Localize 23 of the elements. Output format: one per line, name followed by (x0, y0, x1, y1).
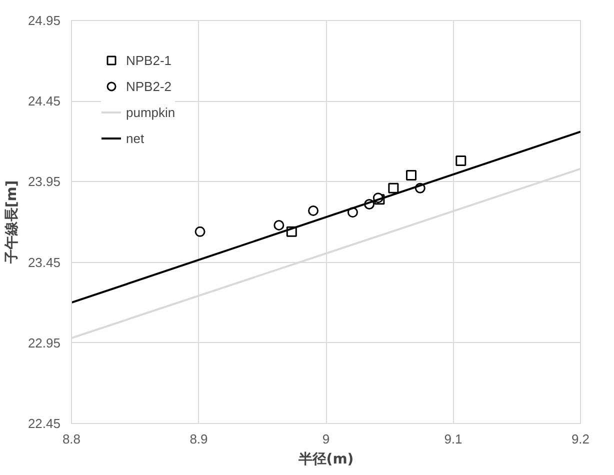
x-axis-title: 半径(m) (297, 452, 354, 468)
legend-label: pumpkin (126, 104, 176, 120)
legend-label: NPB2-1 (126, 52, 172, 68)
y-tick-label: 22.95 (28, 335, 61, 350)
x-tick-label: 9.1 (444, 432, 462, 446)
y-tick-label: 23.45 (28, 254, 61, 270)
y-tick-label: 22.45 (28, 416, 61, 431)
x-tick-label: 8.9 (190, 432, 208, 446)
x-tick-label: 9 (322, 432, 330, 446)
y-tick-label: 23.95 (28, 174, 61, 190)
point (456, 155, 466, 166)
legend-label: NPB2-2 (126, 78, 172, 94)
y-tick-label: 24.45 (28, 94, 61, 109)
point (388, 182, 399, 194)
point (194, 226, 206, 237)
point (274, 220, 284, 230)
x-tick-label: 8.8 (62, 432, 81, 446)
y-tick-label: 24.95 (28, 13, 61, 28)
legend-label: net (126, 130, 146, 146)
x-tick-label: 9.2 (571, 432, 590, 446)
y-axis-title: 子午線長[m] (4, 180, 20, 265)
point (406, 170, 417, 180)
point (308, 205, 319, 216)
